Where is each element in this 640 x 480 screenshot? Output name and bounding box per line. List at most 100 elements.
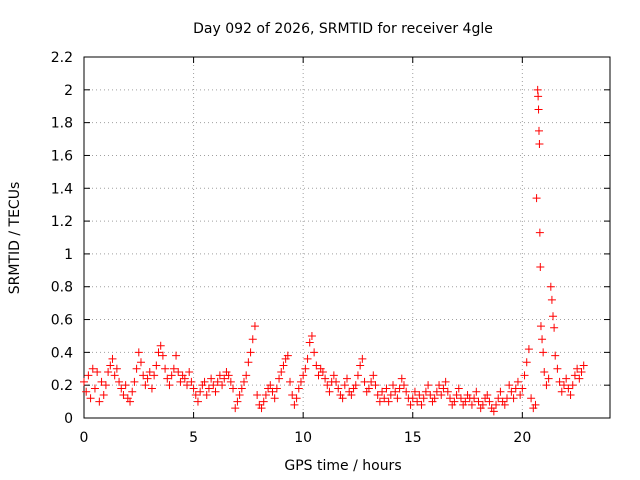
- data-point: [169, 364, 178, 373]
- x-tick-label: 15: [404, 430, 422, 446]
- data-point: [559, 381, 568, 390]
- data-point: [88, 364, 97, 373]
- data-point: [136, 358, 145, 367]
- data-point: [531, 400, 540, 409]
- data-point: [305, 338, 314, 347]
- data-point: [95, 397, 104, 406]
- data-point: [472, 387, 481, 396]
- data-point: [402, 387, 411, 396]
- data-point: [450, 397, 459, 406]
- data-point: [270, 394, 279, 403]
- data-point: [104, 368, 113, 377]
- data-point: [432, 387, 441, 396]
- data-point: [288, 391, 297, 400]
- x-tick-label: 5: [189, 430, 198, 446]
- data-point: [524, 345, 533, 354]
- data-point: [213, 377, 222, 386]
- data-point: [187, 377, 196, 386]
- data-point: [399, 381, 408, 390]
- data-point: [534, 92, 543, 101]
- data-point: [246, 348, 255, 357]
- x-tick-label: 20: [513, 430, 531, 446]
- data-point: [538, 335, 547, 344]
- data-point: [145, 368, 154, 377]
- data-point: [233, 397, 242, 406]
- y-tick-label: 2: [64, 83, 73, 99]
- data-point: [577, 368, 586, 377]
- data-point: [224, 371, 233, 380]
- data-point: [562, 374, 571, 383]
- y-tick-label: 1.8: [51, 116, 73, 132]
- data-point: [550, 323, 559, 332]
- data-point: [535, 228, 544, 237]
- x-axis-label: GPS time / hours: [284, 458, 401, 474]
- data-point: [483, 391, 492, 400]
- y-tick-label: 0.4: [51, 345, 73, 361]
- data-point: [527, 394, 536, 403]
- data-point: [505, 381, 514, 390]
- data-point: [579, 361, 588, 370]
- data-point: [424, 381, 433, 390]
- data-point: [126, 397, 135, 406]
- data-points: [80, 85, 588, 416]
- data-point: [395, 384, 404, 393]
- data-point: [312, 361, 321, 370]
- data-point: [292, 394, 301, 403]
- data-point: [161, 364, 170, 373]
- data-point: [268, 387, 277, 396]
- data-point: [417, 400, 426, 409]
- data-point: [384, 397, 393, 406]
- data-point: [547, 295, 556, 304]
- data-point: [382, 384, 391, 393]
- data-point: [356, 361, 365, 370]
- data-point: [520, 371, 529, 380]
- data-point: [534, 126, 543, 135]
- data-point: [358, 354, 367, 363]
- y-tick-label: 2.2: [51, 50, 73, 66]
- data-point: [555, 377, 564, 386]
- data-point: [421, 387, 430, 396]
- data-point: [430, 394, 439, 403]
- data-point: [279, 361, 288, 370]
- data-point: [147, 384, 156, 393]
- data-point: [266, 381, 275, 390]
- data-point: [419, 394, 428, 403]
- data-point: [557, 387, 566, 396]
- y-tick-label: 0.2: [51, 378, 73, 394]
- data-point: [389, 381, 398, 390]
- data-point: [115, 377, 124, 386]
- data-point: [553, 364, 562, 373]
- data-point: [437, 391, 446, 400]
- data-point: [467, 400, 476, 409]
- data-point: [283, 351, 292, 360]
- data-point: [340, 381, 349, 390]
- data-point: [143, 374, 152, 383]
- data-point: [439, 384, 448, 393]
- data-point: [549, 312, 558, 321]
- data-point: [441, 377, 450, 386]
- y-axis-label: SRMTID / TECUs: [7, 182, 23, 295]
- data-point: [250, 322, 259, 331]
- data-point: [509, 394, 518, 403]
- data-point: [478, 400, 487, 409]
- data-point: [185, 368, 194, 377]
- data-point: [536, 322, 545, 331]
- data-point: [507, 387, 516, 396]
- data-point: [373, 391, 382, 400]
- data-point: [229, 384, 238, 393]
- axes: 0 0.2 0.4 0.6 0.8 1 1.2 1.4 1.6 1.8 2 2.2 0 5 10 15 20: [51, 50, 611, 446]
- data-point: [492, 400, 501, 409]
- data-point: [84, 371, 93, 380]
- data-point: [329, 371, 338, 380]
- data-point: [294, 384, 303, 393]
- data-point: [239, 377, 248, 386]
- data-point: [413, 397, 422, 406]
- grid: [84, 57, 610, 418]
- x-tick-label: 0: [80, 430, 89, 446]
- y-tick-label: 1.6: [51, 148, 73, 164]
- data-point: [347, 391, 356, 400]
- data-point: [248, 335, 257, 344]
- data-point: [86, 394, 95, 403]
- data-point: [415, 391, 424, 400]
